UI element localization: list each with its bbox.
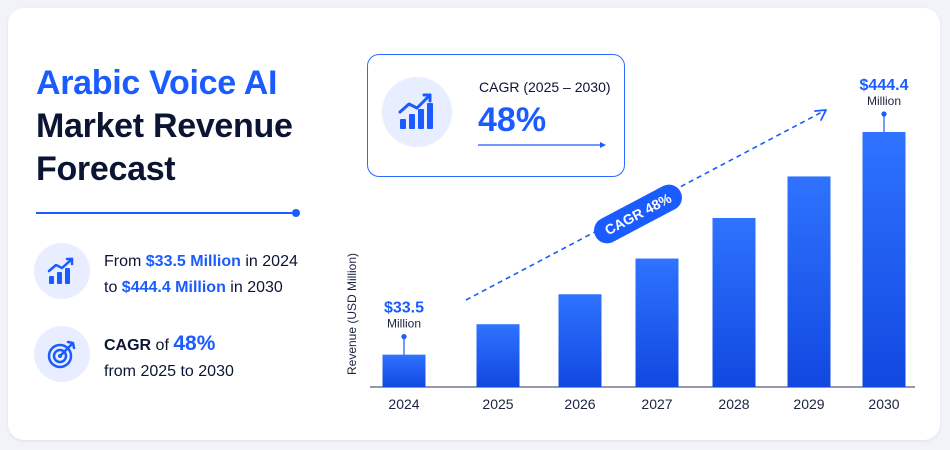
end-revenue: $444.4 Million [121, 279, 226, 296]
fact-text: in 2030 [225, 279, 283, 296]
cagr-box-value: 48% [478, 101, 547, 139]
target-icon [34, 326, 90, 382]
fact-text: to [104, 279, 122, 296]
divider-dot [292, 209, 300, 217]
x-tick-2029: 2029 [793, 396, 824, 412]
cagr-trend-badge: CAGR 48% [594, 184, 682, 244]
cagr-box-label: CAGR (2025 – 2030) [479, 79, 611, 95]
fact-text: in 2024 [240, 253, 298, 270]
annotation-dot [881, 111, 887, 117]
x-tick-2030: 2030 [868, 396, 899, 412]
cagr-box-arrow [478, 142, 606, 148]
start-revenue: $33.5 Million [145, 253, 241, 270]
bar-2024 [382, 354, 426, 387]
bar-2029 [787, 176, 831, 387]
title-line-3: Forecast [36, 150, 176, 188]
page-title: Arabic Voice AI Market Revenue Forecast [36, 62, 293, 191]
fact-text: of [151, 337, 174, 354]
bar-2026 [558, 294, 602, 387]
title-line-2: Market Revenue [36, 107, 293, 145]
title-divider [36, 212, 296, 214]
annotation-unit-2024: Million [387, 317, 421, 331]
growth-chart-icon [34, 243, 90, 299]
fact-revenue-range: From $33.5 Million in 2024 to $444.4 Mil… [104, 249, 298, 301]
bars-group [382, 132, 906, 387]
trend-arrowhead [814, 109, 827, 121]
annotation-dot [401, 334, 407, 340]
x-tick-2028: 2028 [718, 396, 749, 412]
y-axis-label: Revenue (USD Million) [345, 253, 359, 375]
growth-chart-icon [382, 77, 452, 147]
bar-2028 [712, 217, 756, 387]
annotation-unit-2030: Million [867, 94, 901, 108]
x-tick-2026: 2026 [564, 396, 595, 412]
x-tick-2027: 2027 [641, 396, 672, 412]
x-tick-2025: 2025 [482, 396, 513, 412]
bar-2025 [476, 324, 520, 387]
annotation-value-2030: $444.4 [860, 77, 909, 94]
badge-background [594, 184, 682, 244]
annotation-value-2024: $33.5 [384, 300, 424, 317]
fact-cagr: CAGR of 48% from 2025 to 2030 [104, 331, 234, 385]
cagr-callout-box: CAGR (2025 – 2030) 48% [367, 54, 625, 177]
x-tick-2024: 2024 [388, 396, 419, 412]
cagr-word: CAGR [104, 337, 152, 354]
x-tick-labels: 2024 2025 2026 2027 2028 2029 2030 [388, 396, 899, 412]
cagr-percent: 48% [173, 332, 216, 355]
bar-2027 [635, 258, 679, 387]
fact-text: from 2025 to 2030 [104, 363, 234, 380]
title-line-1: Arabic Voice AI [36, 64, 278, 102]
bar-2030 [862, 132, 906, 387]
fact-text: From [104, 253, 146, 270]
